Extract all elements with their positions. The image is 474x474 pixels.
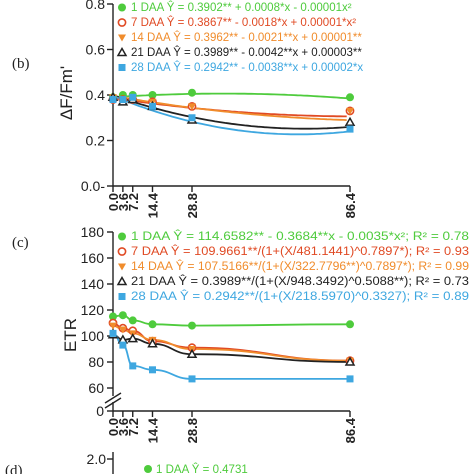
panel-c-legend-label: 14 DAA Ŷ = 107.5166**/(1+(X/322.7796**)^…	[131, 260, 469, 273]
panel-c-point-28-daa	[149, 366, 156, 374]
panel-d: (d) 2.0 1 DAA Ŷ = 0.4731	[5, 451, 248, 474]
panel-b-point-28-daa	[188, 114, 196, 122]
panel-c-x-tick-label: 0.0	[106, 418, 121, 436]
panel-c-axis-break	[104, 397, 122, 409]
panel-b-legend-label: 7 DAA Ŷ = 0.3867** - 0.0018*x + 0.00001*…	[131, 16, 356, 29]
panel-b-point-28-daa	[346, 125, 354, 133]
panel-c-point-21-daa	[127, 333, 139, 343]
panel-c-point-1-daa	[118, 311, 127, 320]
panel-b-point-1-daa	[148, 91, 157, 99]
panel-b-x-tick-label: 86.4	[343, 192, 358, 218]
panel-c-point-1-daa	[346, 320, 354, 329]
panel-c-point-21-daa	[147, 338, 158, 348]
panel-c-y-tick-label: 80	[88, 354, 104, 370]
panel-c-point-28-daa	[188, 375, 196, 383]
panel-b-x-tick-label: 28.8	[185, 193, 200, 218]
panel-c-legend-label: 28 DAA Ŷ = 0.2942**/(1+(X/218.5970)^0.33…	[131, 290, 469, 303]
panel-c-point-1-daa	[109, 312, 117, 321]
panel-b-y-tick-label: 0.8	[86, 0, 106, 12]
panel-b-point-14-daa	[346, 107, 354, 115]
panel-c-point-14-daa	[118, 326, 127, 334]
panel-d-legend-label: 1 DAA Ŷ = 0.4731	[156, 463, 248, 474]
panel-c-y-tick-label: 180	[81, 224, 105, 240]
panel-c-x-tick-label: 86.4	[343, 417, 358, 443]
panel-d-letter: (d)	[5, 463, 23, 474]
panel-c-x-tick-label: 14.4	[146, 417, 161, 443]
panel-b-fit-line-1-daa	[112, 92, 347, 100]
panel-b-y-tick-label: 0.6	[86, 42, 106, 58]
panel-b-legend-marker	[118, 34, 126, 42]
panel-c-legend-marker	[118, 232, 126, 241]
panel-c-x-tick-label: 28.8	[185, 418, 200, 443]
panel-c-x-tick-label: 3.6	[116, 418, 131, 436]
panel-c-y-tick-label: 140	[81, 276, 105, 292]
panel-c-y-axis-label: ETR	[61, 318, 80, 352]
panel-b-x-tick-label: 0.0	[106, 193, 121, 211]
panel-b-legend-marker	[117, 18, 127, 27]
panel-c-point-28-daa	[109, 329, 117, 337]
panel-b-point-21-daa	[344, 116, 356, 127]
panel-b-y-tick-label: 0.2	[86, 133, 106, 149]
panel-b-legend-marker	[118, 3, 126, 12]
panel-b-point-1-daa	[188, 88, 196, 97]
panel-b-x-tick-label: 3.6	[116, 193, 131, 211]
panel-b-y-tick-label: 0.4	[86, 87, 106, 103]
panel-b-point-28-daa	[109, 96, 117, 104]
panel-c-legend-label: 21 DAA Ŷ = 0.3989**/(1+(X/948.3492)^0.50…	[131, 275, 469, 288]
panel-b-legend-label: 21 DAA Ŷ = 0.3989** - 0.0042**x + 0.0000…	[131, 46, 362, 59]
panel-c-point-28-daa	[346, 375, 354, 383]
panel-b-y-tick-label: 0.0-	[81, 178, 105, 194]
panel-c-legend-label: 7 DAA Ŷ = 109.9661**/(1+(X/481.1441)^0.7…	[131, 245, 469, 258]
panel-b-x-tick-label: 14.4	[146, 192, 161, 218]
panel-c-y-tick-label: 0	[96, 403, 104, 419]
panel-b-y-axis-label: ΔF/Fm'	[57, 66, 76, 120]
panel-d-y-tick: 2.0	[87, 451, 107, 467]
panel-b-point-14-daa	[188, 103, 196, 111]
panel-c-point-14-daa	[109, 322, 117, 330]
panel-c-legend-marker	[117, 247, 127, 256]
panel-c-y-tick-label: 100	[81, 328, 105, 344]
panel-c-point-1-daa	[188, 321, 196, 330]
panel-c-y-tick-label: 160	[81, 250, 105, 266]
panel-c-point-21-daa	[186, 348, 198, 358]
panel-c-point-1-daa	[128, 316, 137, 325]
panel-c-axis-break	[104, 392, 122, 404]
panel-c-point-28-daa	[129, 362, 137, 370]
panel-c-y-tick-label: 60	[88, 380, 104, 396]
panel-b-point-28-daa	[149, 102, 156, 110]
panel-c-legend-marker	[118, 263, 126, 271]
panel-b-legend-label: 28 DAA Ŷ = 0.2942** - 0.0038**x + 0.0000…	[131, 61, 363, 74]
panel-b-x-tick-label: 7.2	[126, 193, 141, 211]
panel-b-point-28-daa	[129, 93, 137, 101]
panel-c-legend-label: 1 DAA Ŷ = 114.6582** - 0.3684**x - 0.003…	[131, 230, 469, 243]
panel-b: (b) ΔF/Fm' 0.0- 0.2 0.4 0.6 0.8 0.03.67.2 14.…	[12, 0, 363, 218]
panel-b-point-1-daa	[346, 93, 354, 102]
panel-b-legend-marker	[118, 64, 126, 71]
panel-b-letter: (b)	[12, 56, 30, 72]
panel-c-x-tick-label: 7.2	[126, 418, 141, 436]
panel-c-legend-marker	[116, 275, 128, 286]
panel-b-legend-label: 1 DAA Ŷ = 0.3902** + 0.0008*x - 0.00001x…	[131, 1, 352, 14]
panel-b-point-28-daa	[119, 96, 127, 104]
panel-c-legend-marker	[118, 293, 126, 300]
panel-c-point-28-daa	[119, 341, 127, 349]
panel-c-y-tick-label: 120	[81, 302, 105, 318]
panel-c-point-1-daa	[148, 320, 157, 329]
panel-c-point-21-daa	[344, 356, 356, 366]
panel-d-legend-marker	[144, 465, 152, 473]
panel-c-letter: (c)	[12, 235, 29, 251]
panel-b-fit-line-28-daa	[112, 95, 347, 136]
panel-b-legend-marker	[116, 46, 128, 57]
panel-b-legend-label: 14 DAA Ŷ = 0.3962** - 0.0021**x + 0.0000…	[131, 31, 362, 44]
panel-c: (c) ETR 0 60 80 100 120 140 160 180 0.03.67.2 14…	[12, 224, 469, 443]
